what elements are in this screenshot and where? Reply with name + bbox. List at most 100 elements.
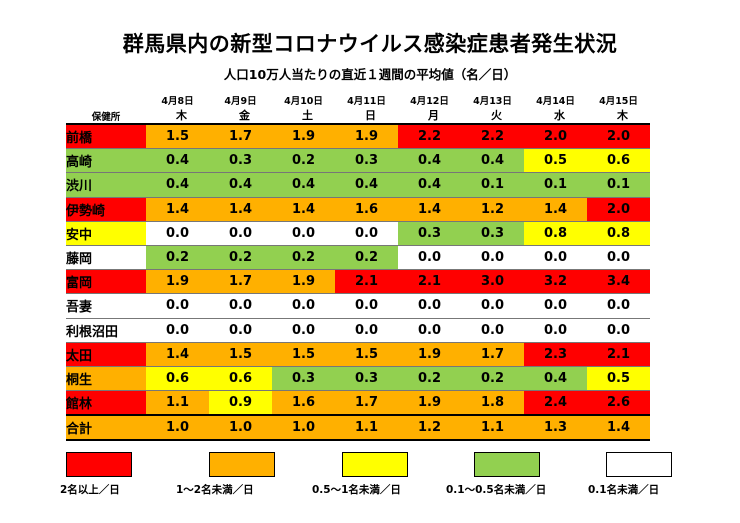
day-label: 火 — [461, 107, 524, 125]
value-cell: 1.1 — [146, 390, 209, 416]
value-cell: 1.4 — [398, 197, 461, 222]
value-cell: 1.7 — [209, 124, 272, 150]
value-cell: 3.4 — [587, 269, 650, 295]
office-name: 藤岡 — [66, 245, 146, 271]
value-cell: 1.1 — [335, 414, 398, 442]
value-cell: 1.4 — [272, 197, 335, 222]
value-cell: 0.2 — [272, 148, 335, 174]
day-label: 木 — [146, 107, 209, 125]
value-cell: 1.6 — [272, 390, 335, 416]
value-cell: 0.2 — [335, 245, 398, 271]
value-cell: 1.7 — [461, 342, 524, 367]
value-cell: 1.5 — [272, 342, 335, 367]
office-name: 吾妻 — [66, 293, 146, 319]
value-cell: 0.0 — [209, 293, 272, 319]
date-label: 4月8日 — [161, 96, 194, 107]
value-cell: 1.4 — [209, 197, 272, 222]
value-cell: 0.3 — [209, 148, 272, 174]
value-cell: 0.6 — [587, 148, 650, 174]
table-row: 太田 1.4 1.5 1.5 1.5 1.9 1.7 2.3 2.1 — [66, 342, 650, 367]
value-cell: 1.4 — [587, 414, 650, 442]
value-cell: 0.4 — [335, 172, 398, 198]
value-cell: 1.4 — [524, 197, 587, 222]
value-cell: 2.2 — [398, 124, 461, 150]
office-name: 桐生 — [66, 366, 146, 392]
legend-label: 1～2名未満／日 — [176, 484, 254, 496]
date-label: 4月15日 — [599, 96, 638, 107]
value-cell: 0.0 — [272, 318, 335, 343]
table-row: 利根沼田 0.0 0.0 0.0 0.0 0.0 0.0 0.0 0.0 — [66, 318, 650, 343]
value-cell: 0.5 — [587, 366, 650, 392]
page-subtitle: 人口10万人当たりの直近１週間の平均値（名／日） — [223, 67, 517, 82]
value-cell: 1.7 — [209, 269, 272, 295]
office-name: 渋川 — [66, 172, 146, 198]
value-cell: 1.7 — [335, 390, 398, 416]
value-cell: 0.4 — [524, 366, 587, 392]
legend-item: 1～2名未満／日 — [176, 452, 275, 496]
value-cell: 1.0 — [272, 414, 335, 442]
legend-item: 0.5～1名未満／日 — [312, 452, 408, 496]
value-cell: 0.0 — [146, 293, 209, 319]
value-cell: 0.8 — [587, 221, 650, 246]
value-cell: 1.9 — [272, 269, 335, 295]
value-cell: 1.4 — [146, 342, 209, 367]
value-cell: 1.3 — [524, 414, 587, 442]
value-cell: 1.5 — [335, 342, 398, 367]
value-cell: 2.2 — [461, 124, 524, 150]
value-cell: 0.4 — [461, 148, 524, 174]
total-row: 合計 1.0 1.0 1.0 1.1 1.2 1.1 1.3 1.4 — [66, 414, 650, 442]
legend-label: 0.1～0.5名未満／日 — [446, 484, 547, 496]
value-cell: 2.1 — [398, 269, 461, 295]
legend-item: 0.1名未満／日 — [588, 452, 672, 496]
value-cell: 3.2 — [524, 269, 587, 295]
value-cell: 0.0 — [398, 245, 461, 271]
value-cell: 0.4 — [398, 172, 461, 198]
value-cell: 0.0 — [398, 293, 461, 319]
value-cell: 0.2 — [461, 366, 524, 392]
office-column-header: 保健所 — [66, 93, 146, 125]
legend-swatch — [474, 452, 540, 477]
legend-item: 2名以上／日 — [60, 452, 132, 496]
value-cell: 1.1 — [461, 414, 524, 442]
day-label: 木 — [587, 107, 650, 125]
table-row: 渋川 0.4 0.4 0.4 0.4 0.4 0.1 0.1 0.1 — [66, 172, 650, 198]
table-row: 伊勢崎 1.4 1.4 1.4 1.6 1.4 1.2 1.4 2.0 — [66, 197, 650, 222]
date-label: 4月13日 — [473, 96, 512, 107]
legend-swatch — [342, 452, 408, 477]
value-cell: 0.1 — [524, 172, 587, 198]
value-cell: 1.2 — [461, 197, 524, 222]
office-name: 太田 — [66, 342, 146, 367]
value-cell: 0.4 — [398, 148, 461, 174]
office-name: 利根沼田 — [66, 318, 146, 343]
value-cell: 0.0 — [335, 318, 398, 343]
office-name: 館林 — [66, 390, 146, 416]
value-cell: 1.6 — [335, 197, 398, 222]
value-cell: 0.1 — [461, 172, 524, 198]
value-cell: 2.3 — [524, 342, 587, 367]
value-cell: 1.5 — [209, 342, 272, 367]
value-cell: 0.0 — [209, 318, 272, 343]
office-name: 富岡 — [66, 269, 146, 295]
value-cell: 1.9 — [272, 124, 335, 150]
legend-swatch — [209, 452, 275, 477]
value-cell: 0.8 — [524, 221, 587, 246]
value-cell: 2.0 — [524, 124, 587, 150]
day-label: 日 — [335, 107, 398, 125]
value-cell: 1.0 — [146, 414, 209, 442]
total-label: 合計 — [66, 414, 146, 442]
date-label: 4月12日 — [410, 96, 449, 107]
value-cell: 0.0 — [146, 221, 209, 246]
day-label: 月 — [398, 107, 461, 125]
legend-item: 0.1～0.5名未満／日 — [446, 452, 546, 496]
value-cell: 0.2 — [209, 245, 272, 271]
value-cell: 0.0 — [461, 318, 524, 343]
value-cell: 0.0 — [272, 293, 335, 319]
value-cell: 0.3 — [461, 221, 524, 246]
value-cell: 0.4 — [146, 148, 209, 174]
value-cell: 0.2 — [272, 245, 335, 271]
value-cell: 0.5 — [524, 148, 587, 174]
value-cell: 0.4 — [272, 172, 335, 198]
value-cell: 0.4 — [146, 172, 209, 198]
date-label: 4月11日 — [347, 96, 386, 107]
date-label: 4月10日 — [284, 96, 323, 107]
